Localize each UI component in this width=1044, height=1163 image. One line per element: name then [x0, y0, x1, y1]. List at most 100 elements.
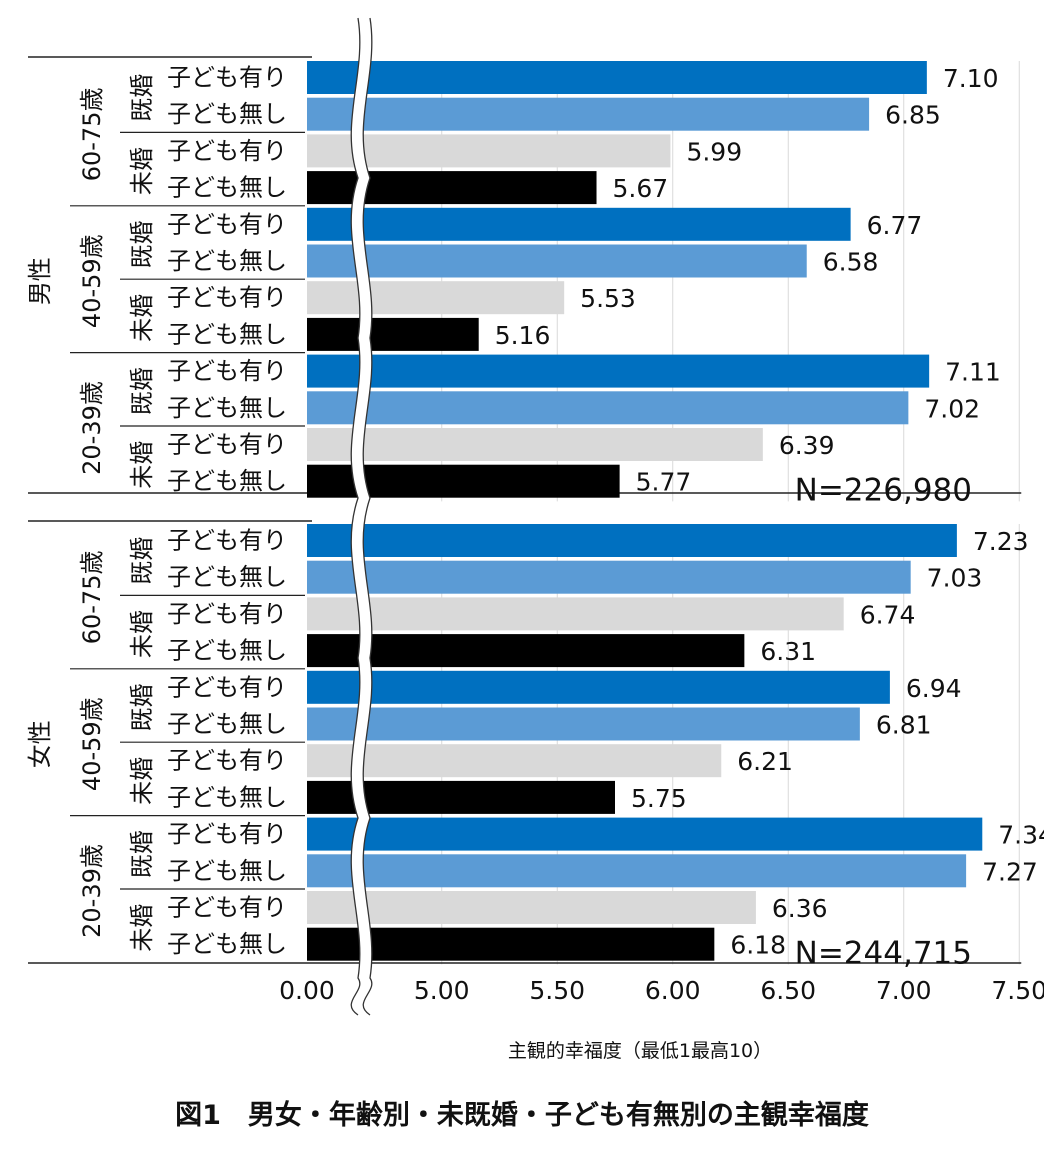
data-label: 7.02 [924, 394, 980, 423]
category-label: 子ども無し [167, 320, 287, 348]
data-label: 6.31 [760, 637, 816, 666]
category-label: 子ども有り [167, 64, 287, 92]
bar [307, 354, 930, 388]
age-group-label: 60-75歳 [78, 88, 106, 182]
tick-label: 7.00 [876, 976, 932, 1005]
marital-status-label: 未婚 [128, 610, 156, 658]
axis-break-line [350, 17, 361, 1016]
bar [307, 707, 860, 741]
category-label: 子ども無し [167, 637, 287, 665]
bar [307, 670, 890, 704]
marital-status-label: 既婚 [128, 221, 156, 269]
bar [307, 207, 851, 241]
bar [307, 428, 763, 461]
category-label: 子ども無し [167, 174, 287, 202]
category-label: 子ども有り [167, 747, 287, 775]
bar [307, 854, 967, 888]
bar [307, 744, 722, 778]
data-label: 6.36 [772, 894, 828, 923]
data-label: 5.99 [686, 137, 742, 166]
category-label: 子ども有り [167, 894, 287, 922]
bar [307, 524, 957, 557]
bar [307, 244, 807, 278]
age-group-label: 20-39歳 [78, 844, 106, 938]
category-label: 子ども有り [167, 284, 287, 312]
age-group-label: 60-75歳 [78, 551, 106, 645]
category-label: 子ども無し [167, 247, 287, 275]
category-label: 子ども無し [167, 710, 287, 738]
data-label: 5.77 [636, 468, 692, 497]
data-label: 5.75 [631, 784, 687, 813]
category-label: 子ども有り [167, 673, 287, 701]
category-label: 子ども無し [167, 783, 287, 811]
category-label: 子ども有り [167, 820, 287, 848]
bar [307, 281, 565, 315]
data-label: 6.74 [860, 600, 916, 629]
bar [307, 391, 909, 425]
sample-size-label: N=244,715 [795, 935, 972, 971]
marital-status-label: 既婚 [128, 830, 156, 878]
bar [307, 597, 844, 631]
category-label: 子ども有り [167, 137, 287, 165]
data-label: 7.23 [973, 527, 1029, 556]
marital-status-label: 既婚 [128, 74, 156, 122]
category-label: 子ども無し [167, 467, 287, 495]
data-label: 6.18 [730, 931, 786, 960]
category-label: 子ども有り [167, 357, 287, 385]
category-label: 子ども無し [167, 857, 287, 885]
bar [307, 317, 479, 351]
category-label: 子ども有り [167, 210, 287, 238]
sample-size-label: N=226,980 [795, 472, 972, 508]
age-group-label: 40-59歳 [78, 697, 106, 791]
bar [307, 927, 715, 961]
category-label: 子ども有り [167, 431, 287, 459]
data-label: 7.34 [998, 821, 1044, 850]
marital-status-label: 未婚 [128, 294, 156, 342]
bar [307, 61, 927, 94]
data-label: 7.27 [982, 857, 1038, 886]
category-label: 子ども無し [167, 394, 287, 422]
tick-label: 0.00 [279, 976, 335, 1005]
data-label: 6.58 [823, 248, 879, 277]
marital-status-label: 既婚 [128, 367, 156, 415]
data-label: 6.77 [867, 211, 923, 240]
sex-label: 女性 [26, 720, 54, 768]
bar [307, 817, 983, 851]
category-label: 子ども有り [167, 527, 287, 555]
bar [307, 171, 597, 205]
marital-status-label: 既婚 [128, 537, 156, 585]
marital-status-label: 未婚 [128, 147, 156, 195]
tick-label: 5.00 [414, 976, 470, 1005]
tick-label: 6.50 [760, 976, 816, 1005]
category-label: 子ども無し [167, 100, 287, 128]
category-label: 子ども有り [167, 600, 287, 628]
bar [307, 97, 870, 131]
data-label: 5.67 [613, 174, 669, 203]
axis-break-gap [351, 17, 372, 1020]
bar [307, 891, 756, 924]
bar [307, 634, 745, 668]
data-label: 6.39 [779, 431, 835, 460]
tick-label: 6.00 [645, 976, 701, 1005]
marital-status-label: 未婚 [128, 904, 156, 952]
category-label: 子ども無し [167, 930, 287, 958]
data-label: 6.85 [885, 101, 941, 130]
marital-status-label: 未婚 [128, 441, 156, 489]
data-label: 7.11 [945, 358, 1001, 387]
figure-caption: 図1 男女・年齢別・未既婚・子ども有無別の主観幸福度 [175, 1100, 869, 1131]
axis-break-line [362, 17, 373, 1016]
marital-status-label: 未婚 [128, 757, 156, 805]
marital-status-label: 既婚 [128, 684, 156, 732]
sex-label: 男性 [26, 257, 54, 305]
data-label: 5.16 [495, 321, 551, 350]
data-label: 6.21 [737, 747, 793, 776]
age-group-label: 40-59歳 [78, 234, 106, 328]
x-axis-title: 主観的幸福度（最低1最高10） [508, 1040, 772, 1062]
tick-label: 7.50 [991, 976, 1044, 1005]
data-label: 5.53 [580, 284, 636, 313]
category-label: 子ども無し [167, 563, 287, 591]
data-label: 7.10 [943, 64, 999, 93]
bar [307, 134, 671, 168]
age-group-label: 20-39歳 [78, 381, 106, 475]
